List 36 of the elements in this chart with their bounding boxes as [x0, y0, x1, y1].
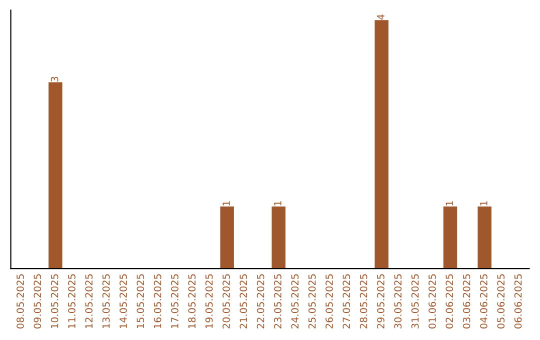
x-tick-label: 10.05.2025 [50, 274, 58, 328]
x-tick-label: 08.05.2025 [16, 274, 24, 328]
data-label: 1 [480, 201, 488, 206]
x-tick-label: 24.05.2025 [291, 274, 299, 328]
x-tick-label: 26.05.2025 [326, 274, 333, 328]
x-tick-label: 23.05.2025 [274, 274, 282, 328]
x-tick-label: 17.05.2025 [171, 274, 178, 328]
data-label: 1 [274, 201, 282, 206]
x-tick-label: 15.05.2025 [136, 274, 144, 328]
x-tick-label: 18.05.2025 [188, 274, 196, 328]
x-tick-label: 02.06.2025 [446, 274, 454, 328]
x-tick-label: 19.05.2025 [205, 274, 213, 328]
data-label: 4 [377, 14, 384, 20]
x-tick-label: 30.05.2025 [394, 274, 402, 328]
x-tick-label: 11.05.2025 [68, 274, 76, 328]
x-tick-label: 04.06.2025 [480, 274, 488, 328]
x-tick-label: 29.05.2025 [377, 274, 384, 328]
data-label: 1 [446, 201, 453, 206]
x-tick-label: 01.06.2025 [428, 274, 436, 328]
data-label: 1 [222, 201, 230, 206]
x-tick-label: 20.05.2025 [222, 274, 230, 328]
x-tick-label: 22.05.2025 [256, 274, 264, 328]
x-tick-label: 27.05.2025 [342, 274, 350, 328]
x-tick-label: 13.05.2025 [102, 274, 110, 328]
x-tick-label: 25.05.2025 [308, 274, 316, 328]
x-tick-label: 28.05.2025 [360, 274, 368, 328]
data-label: 3 [50, 76, 58, 82]
x-tick-label: 05.06.2025 [497, 274, 505, 328]
x-tick-label: 31.05.2025 [411, 274, 419, 328]
x-tick-label: 06.06.2025 [514, 274, 522, 328]
x-tick-label: 14.05.2025 [120, 274, 127, 328]
x-tick-label: 12.05.2025 [85, 274, 93, 328]
x-tick-label: 09.05.2025 [34, 274, 42, 328]
x-tick-label: 16.05.2025 [154, 274, 162, 328]
x-tick-label: 21.05.2025 [240, 274, 248, 328]
x-tick-label: 03.06.2025 [462, 274, 470, 328]
